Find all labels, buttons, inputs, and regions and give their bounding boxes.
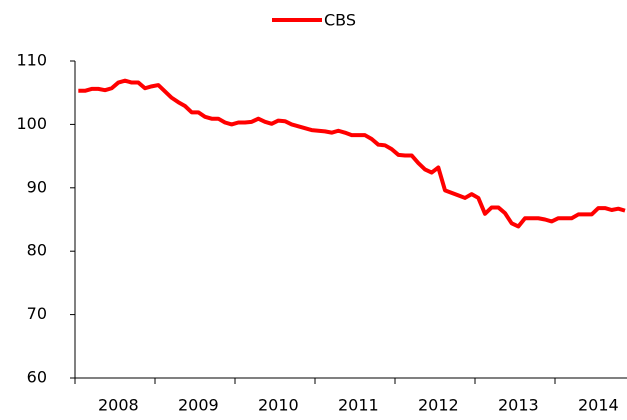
- y-tick-label: 100: [16, 114, 47, 133]
- x-tick-label: 2011: [338, 396, 379, 415]
- x-tick-label: 2010: [258, 396, 299, 415]
- y-tick-label: 110: [16, 51, 47, 70]
- series-line: [78, 78, 626, 229]
- x-tick-label: 2008: [98, 396, 139, 415]
- x-tick-label: 2009: [178, 396, 219, 415]
- y-tick-label: 60: [27, 368, 47, 387]
- y-tick-label: 80: [27, 241, 47, 260]
- x-tick-label: 2012: [418, 396, 459, 415]
- y-tick-label: 70: [27, 304, 47, 323]
- x-tick-label: 2014: [578, 396, 619, 415]
- legend-label: CBS: [324, 11, 356, 30]
- x-tick-label: 2013: [498, 396, 539, 415]
- y-tick-label: 90: [27, 177, 47, 196]
